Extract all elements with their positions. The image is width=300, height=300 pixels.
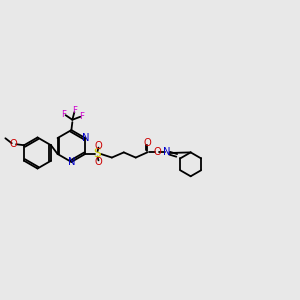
Text: N: N <box>164 147 171 158</box>
Text: F: F <box>72 106 77 115</box>
Text: O: O <box>153 147 161 158</box>
Text: F: F <box>80 112 84 121</box>
Text: F: F <box>61 110 67 119</box>
Text: N: N <box>68 157 76 167</box>
Text: N: N <box>82 133 90 143</box>
Text: S: S <box>94 148 101 160</box>
Text: O: O <box>94 141 102 151</box>
Text: O: O <box>10 139 18 149</box>
Text: O: O <box>94 157 102 167</box>
Text: O: O <box>143 138 151 148</box>
